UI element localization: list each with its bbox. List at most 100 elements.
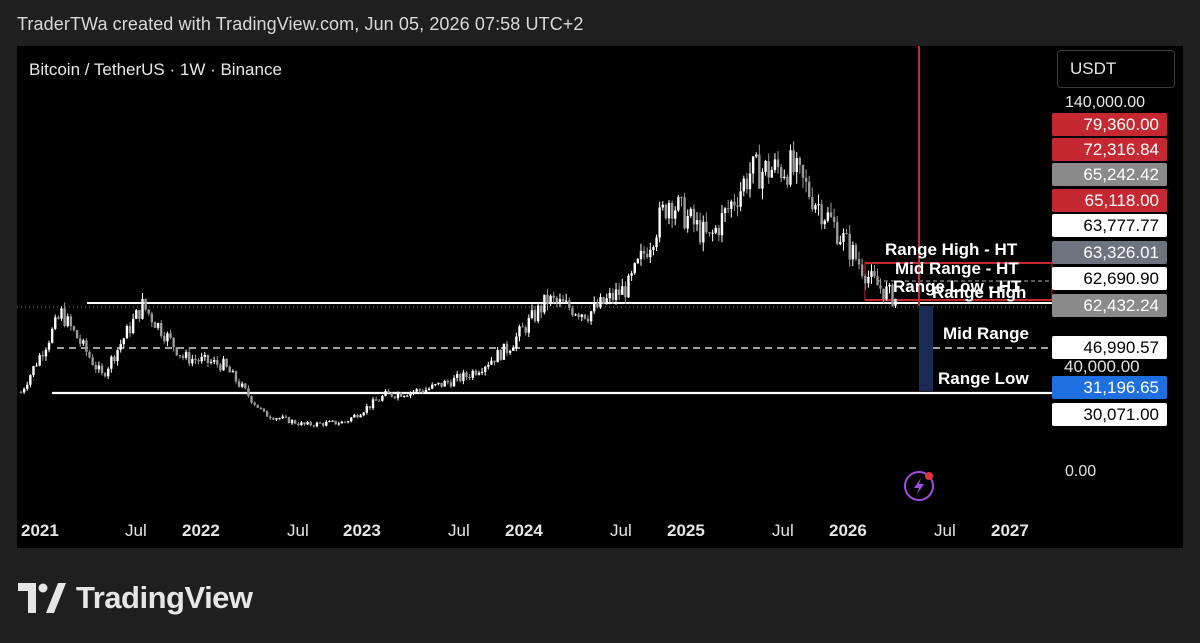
candle-body (474, 370, 478, 375)
candle-body (318, 422, 322, 424)
candle-body (350, 417, 353, 422)
price-chart[interactable]: Range High - HT Mid Range - HT Range Low… (17, 46, 1183, 548)
candle-body (823, 220, 826, 225)
tradingview-logo-text: TradingView (76, 580, 253, 615)
candle-body (480, 371, 484, 373)
candle-body (222, 358, 225, 371)
candle-body (459, 373, 462, 382)
candle-body (789, 150, 792, 185)
candle-body (487, 364, 490, 367)
candle-body (705, 221, 708, 233)
price-tag: 63,777.77 (1052, 214, 1167, 237)
candle-body (596, 302, 599, 308)
candle-body (564, 300, 568, 302)
candle-body (608, 292, 612, 299)
candle-body (82, 340, 85, 344)
candle-body (627, 275, 630, 298)
candle-body (418, 389, 421, 391)
lightning-alert-icon[interactable] (904, 471, 934, 501)
candle-body (293, 420, 297, 424)
candle-body (555, 297, 559, 302)
candle-body (599, 297, 602, 308)
candle-body (275, 418, 278, 420)
candle-body (259, 407, 263, 409)
candle-body (356, 414, 359, 418)
time-axis-tick: 2027 (991, 521, 1029, 540)
candle-body (437, 382, 440, 385)
candle-body (879, 285, 882, 289)
symbol-label[interactable]: Bitcoin / TetherUS · 1W · Binance (29, 60, 282, 79)
candle-body (32, 366, 35, 376)
candle-body (393, 396, 397, 398)
candle-body (664, 204, 668, 219)
candle-body (605, 298, 608, 304)
candle-body (85, 340, 88, 353)
candle-body (496, 349, 499, 363)
candle-body (166, 333, 169, 342)
time-axis-tick: 2024 (505, 521, 543, 540)
candle-body (864, 276, 867, 284)
candle-body (209, 361, 213, 363)
candle-body (26, 384, 29, 389)
candle-body (247, 388, 250, 396)
candle-body (736, 205, 739, 207)
candle-body (135, 310, 138, 319)
candle-body (493, 360, 496, 363)
candle-body (829, 212, 833, 217)
candle-body (203, 354, 207, 357)
candle-body (533, 310, 537, 322)
candle-body (527, 317, 531, 333)
candle-body (396, 393, 400, 398)
candle-body (234, 371, 238, 382)
candle-body (807, 181, 811, 198)
candle-body (842, 233, 845, 242)
candle-body (708, 232, 711, 234)
candle-body (776, 159, 780, 168)
candle-body (745, 178, 749, 190)
currency-button[interactable]: USDT (1057, 50, 1175, 88)
candle-body (346, 421, 350, 423)
candle-body (583, 314, 587, 319)
chart-panel[interactable]: Range High - HT Mid Range - HT Range Low… (17, 46, 1183, 548)
candle-body (75, 330, 79, 339)
candle-body (237, 381, 241, 387)
candle-body (103, 373, 107, 377)
candle-body (786, 176, 789, 185)
candle-body (225, 358, 228, 367)
candle-body (440, 382, 443, 387)
label-mid-range-ht: Mid Range - HT (895, 259, 1019, 278)
time-axis-tick: Jul (287, 521, 309, 540)
candle-body (107, 368, 110, 377)
candle-body (343, 421, 347, 423)
candle-body (78, 338, 82, 344)
time-axis-tick: 2025 (667, 521, 705, 540)
header-credit: TraderTWa created with TradingView.com, … (17, 14, 584, 34)
candle-body (47, 342, 51, 350)
candle-body (337, 423, 340, 425)
candle-body (804, 177, 808, 182)
candle-body (717, 227, 721, 236)
candle-body (836, 222, 839, 245)
candle-body (811, 197, 814, 210)
candle-body (795, 158, 798, 173)
candle-body (131, 318, 135, 334)
candle-body (471, 370, 474, 378)
candle-body (714, 227, 717, 233)
candle-body (181, 355, 185, 358)
candle-body (100, 365, 104, 374)
candle-body (655, 237, 658, 248)
candle-body (231, 371, 235, 373)
candle-body (798, 158, 802, 165)
tradingview-logo[interactable]: TradingView (18, 578, 253, 618)
candle-body (848, 233, 851, 260)
candle-body (801, 164, 805, 178)
candle-body (378, 400, 381, 402)
candle-body (521, 326, 524, 328)
candle-body (300, 422, 303, 426)
candle-body (297, 423, 300, 426)
candle-body (767, 161, 770, 178)
candle-body (194, 358, 197, 361)
candle-body (387, 390, 390, 393)
candle-body (244, 383, 247, 389)
candle-body (390, 392, 393, 397)
